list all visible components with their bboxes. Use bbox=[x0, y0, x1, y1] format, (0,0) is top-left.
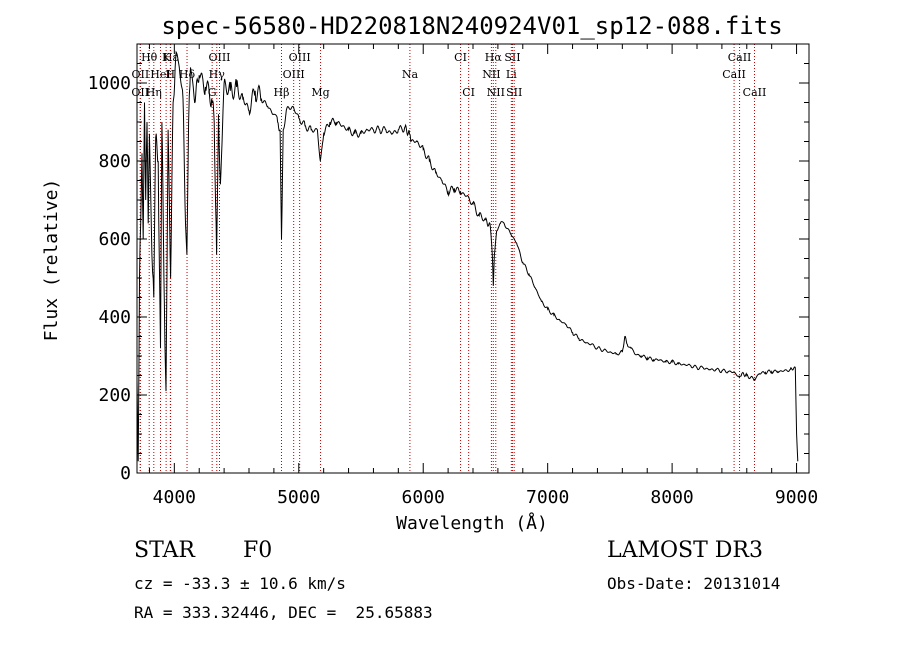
x-tick-label-7000: 7000 bbox=[526, 487, 569, 508]
survey-name: LAMOST DR3 bbox=[607, 538, 763, 563]
object-subclass: F0 bbox=[243, 538, 273, 563]
series-layer bbox=[136, 50, 799, 462]
coordinates-text: RA = 333.32446, DEC = 25.65883 bbox=[134, 603, 433, 622]
line-marker-label-14: OIII bbox=[283, 68, 305, 81]
line-marker-label-11: H bbox=[166, 68, 176, 81]
line-marker-label-3: OIII bbox=[208, 51, 230, 64]
x-axis-label: Wavelength (Å) bbox=[396, 512, 548, 534]
line-marker-label-17: Li bbox=[506, 68, 517, 81]
y-tick-label-1000: 1000 bbox=[88, 73, 131, 94]
x-tick-label-6000: 6000 bbox=[402, 487, 445, 508]
line-marker-label-15: Na bbox=[402, 68, 419, 81]
chart-title: spec-56580-HD220818N240924V01_sp12-088.f… bbox=[161, 12, 782, 40]
line-marker-label-22: Hβ bbox=[274, 86, 290, 99]
x-tick-label-4000: 4000 bbox=[153, 487, 196, 508]
line-marker-label-16: NII bbox=[482, 68, 500, 81]
line-marker-label-6: Hα bbox=[485, 51, 503, 64]
line-marker-label-12: Hδ bbox=[179, 68, 196, 81]
x-tick-label-5000: 5000 bbox=[277, 487, 320, 508]
y-tick-label-600: 600 bbox=[98, 229, 131, 250]
y-tick-label-800: 800 bbox=[98, 151, 131, 172]
line-marker-label-4: OIII bbox=[289, 51, 311, 64]
line-marker-label-8: CaII bbox=[728, 51, 752, 64]
line-marker-label-0: Hθ bbox=[141, 51, 158, 64]
redshift-text: cz = -33.3 ± 10.6 km/s bbox=[134, 574, 346, 593]
y-tick-label-200: 200 bbox=[98, 385, 131, 406]
axis-layer: 4000 5000 6000 7000 8000 9000 0 200 400 600 800 100… bbox=[88, 44, 818, 508]
y-tick-label-0: 0 bbox=[120, 463, 131, 484]
line-marker-label-26: SII bbox=[506, 86, 522, 99]
line-marker-label-7: SII bbox=[504, 51, 520, 64]
line-marker-label-25: NII bbox=[487, 86, 505, 99]
plot-frame bbox=[136, 43, 810, 474]
line-marker-label-24: CI bbox=[462, 86, 475, 99]
series-line-flux bbox=[136, 50, 799, 462]
line-marker-label-13: Hγ bbox=[209, 68, 226, 81]
line-marker-label-23: Mg bbox=[311, 86, 329, 99]
line-marker-label-19: OII bbox=[131, 86, 149, 99]
y-axis-label: Flux (relative) bbox=[41, 179, 62, 342]
object-class: STAR bbox=[134, 538, 195, 563]
x-tick-label-8000: 8000 bbox=[650, 487, 693, 508]
line-marker-label-18: CaII bbox=[722, 68, 746, 81]
y-tick-label-400: 400 bbox=[98, 307, 131, 328]
line-marker-label-2: Hε bbox=[163, 51, 179, 64]
x-tick-label-9000: 9000 bbox=[775, 487, 818, 508]
line-marker-label-20: Hη bbox=[146, 86, 162, 99]
observation-date: Obs-Date: 20131014 bbox=[607, 574, 781, 593]
line-marker-label-10: HeI bbox=[150, 68, 170, 81]
line-marker-label-5: CI bbox=[454, 51, 467, 64]
line-marker-label-1: K bbox=[162, 51, 171, 64]
line-marker-label-27: CaII bbox=[743, 86, 767, 99]
line-marker-label-21: G bbox=[208, 86, 217, 99]
